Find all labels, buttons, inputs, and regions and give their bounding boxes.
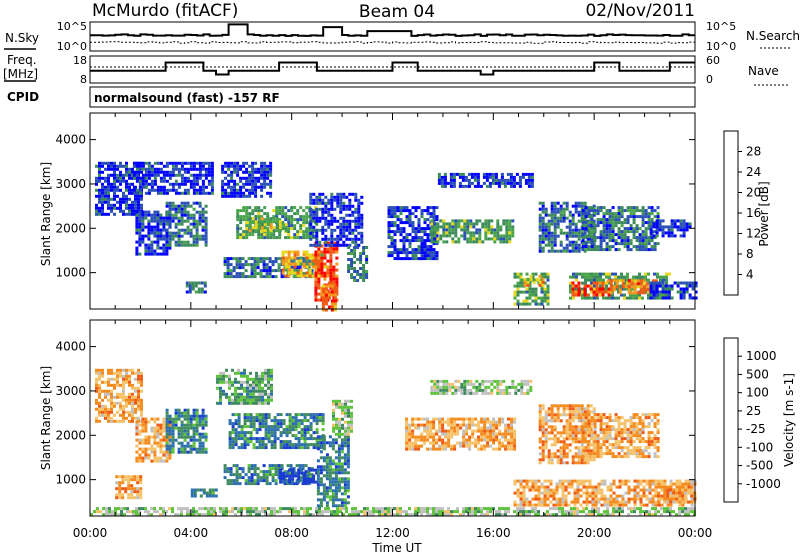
- power-region: [309, 193, 363, 247]
- velocity-region: [405, 418, 516, 451]
- velocity-ytick-label: 3000: [55, 384, 86, 398]
- velocity-ylabel: Slant Range [km]: [39, 366, 53, 470]
- power-region: [650, 219, 692, 237]
- velocity-colorbar-tick: 500: [746, 367, 769, 381]
- time-tick-label: 00:00: [678, 526, 713, 540]
- cpid-label: CPID: [7, 90, 39, 104]
- power-data: [95, 162, 698, 312]
- velocity-colorbar-tick: 100: [746, 386, 769, 400]
- freq-line: [90, 63, 695, 75]
- power-region: [347, 246, 368, 282]
- nsky-line: [90, 24, 695, 36]
- velocity-colorbar-tick: -100: [746, 440, 773, 454]
- power-region: [322, 282, 337, 312]
- power-ytick-label: 3000: [55, 177, 86, 191]
- time-tick-label: 20:00: [577, 526, 612, 540]
- time-tick-label: 00:00: [73, 526, 108, 540]
- velocity-region: [332, 400, 353, 436]
- power-panel: 1000 2000 3000 4000: [55, 113, 697, 312]
- power-colorbar-tick: 4: [746, 268, 754, 282]
- time-tick-label: 04:00: [174, 526, 209, 540]
- velocity-colorbar-tick: 25: [746, 404, 761, 418]
- velocity-colorbar: 1000 500 100 25 -25 -100 -500 -1000: [724, 338, 781, 502]
- velocity-region: [229, 413, 325, 449]
- nave-tick-top: 60: [706, 54, 720, 67]
- nsearch-label: N.Search: [746, 29, 800, 43]
- power-region: [650, 282, 698, 300]
- velocity-colorbar-tick: -25: [746, 422, 766, 436]
- velocity-region: [95, 369, 143, 423]
- beam-title: Beam 04: [359, 2, 435, 22]
- velocity-region: [191, 489, 218, 498]
- power-ytick-label: 4000: [55, 133, 86, 147]
- time-tick-label: 08:00: [274, 526, 309, 540]
- power-region: [186, 282, 207, 294]
- nsearch-line: [90, 42, 695, 44]
- velocity-data: [90, 369, 697, 516]
- power-colorbar-tick: 28: [746, 145, 761, 159]
- nsearch-tick-bottom: 10^0: [706, 40, 736, 53]
- power-colorbar-label: Power [dB]: [757, 181, 771, 246]
- power-colorbar-tick: 8: [746, 247, 754, 261]
- time-tick-label: 16:00: [476, 526, 511, 540]
- nave-tick-bottom: 0: [706, 73, 713, 86]
- freq-tick-top: 18: [73, 54, 87, 67]
- power-region: [430, 219, 514, 243]
- date-title: 02/Nov/2011: [585, 1, 695, 21]
- power-colorbar-tick: 24: [746, 165, 761, 179]
- velocity-colorbar-label: Velocity [m s-1]: [782, 373, 796, 467]
- velocity-colorbar-tick: -500: [746, 459, 773, 473]
- power-ylabel: Slant Range [km]: [39, 162, 53, 266]
- nsky-label: N.Sky: [5, 31, 39, 45]
- freq-unit-label: [MHz]: [3, 67, 38, 81]
- freq-label: Freq.: [7, 53, 37, 67]
- freq-tick-bottom: 8: [80, 73, 87, 86]
- power-region: [133, 162, 214, 195]
- velocity-ytick-label: 2000: [55, 428, 86, 442]
- velocity-region: [216, 369, 273, 405]
- nsearch-tick-top: 10^5: [706, 20, 736, 33]
- station-title: McMurdo (fitACF): [92, 1, 238, 21]
- time-tick-label: 12:00: [375, 526, 410, 540]
- velocity-panel: 1000 2000 3000 4000: [55, 320, 696, 516]
- velocity-region: [166, 409, 208, 454]
- cpid-text: normalsound (fast) -157 RF: [94, 91, 280, 105]
- nsky-panel: [90, 22, 695, 51]
- nsky-tick-top: 10^5: [57, 20, 87, 33]
- time-ticks: 00:00 04:00 08:00 12:00 16:00 20:00 00:00: [73, 526, 713, 540]
- power-ytick-label: 1000: [55, 266, 86, 280]
- velocity-region: [430, 380, 532, 395]
- power-ytick-label: 2000: [55, 221, 86, 235]
- velocity-colorbar-tick: 1000: [746, 349, 777, 363]
- velocity-region: [317, 435, 350, 507]
- nave-label: Nave: [748, 64, 779, 78]
- velocity-ytick-label: 4000: [55, 340, 86, 354]
- velocity-ytick-label: 1000: [55, 473, 86, 487]
- power-region: [166, 202, 208, 247]
- velocity-region: [115, 475, 142, 499]
- velocity-colorbar-tick: -1000: [746, 477, 781, 491]
- power-region: [438, 173, 534, 188]
- xlabel-time: Time UT: [371, 541, 422, 554]
- freq-panel: [90, 56, 695, 83]
- power-region: [221, 162, 272, 198]
- nsky-tick-bottom: 10^0: [57, 40, 87, 53]
